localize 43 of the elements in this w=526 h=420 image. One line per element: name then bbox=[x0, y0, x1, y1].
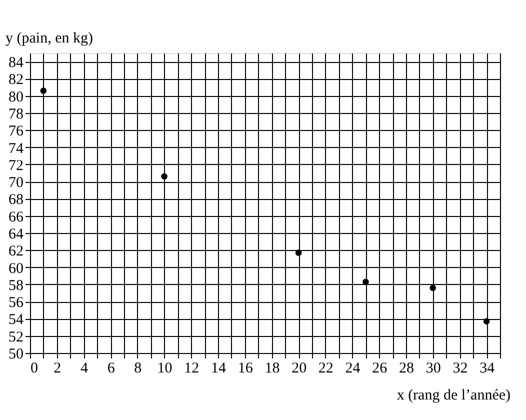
x-tick-label: 16 bbox=[238, 360, 254, 376]
x-tick-label: 0 bbox=[30, 360, 38, 376]
x-tick-label: 26 bbox=[372, 360, 388, 376]
x-tick-label: 34 bbox=[480, 360, 496, 376]
y-tick-label: 68 bbox=[8, 192, 24, 208]
point bbox=[295, 250, 302, 256]
x-tick-label: 8 bbox=[134, 360, 142, 376]
y-tick-label: 82 bbox=[8, 72, 24, 88]
y-tick-label: 72 bbox=[8, 158, 24, 174]
y-tick-label: 54 bbox=[8, 312, 24, 328]
y-tick-label: 80 bbox=[8, 89, 24, 106]
x-tick-label: 14 bbox=[211, 360, 226, 376]
y-tick-label: 66 bbox=[8, 209, 24, 226]
y-tick-label: 56 bbox=[8, 295, 24, 312]
y-tick-label: 60 bbox=[8, 260, 24, 277]
y-tick-label: 58 bbox=[8, 278, 24, 294]
y-tick-label: 50 bbox=[8, 346, 24, 362]
y-tick-label: 52 bbox=[8, 329, 24, 346]
point bbox=[483, 318, 490, 324]
x-tick-label: 10 bbox=[157, 360, 172, 376]
y-tick-label: 70 bbox=[8, 175, 24, 192]
x-tick-label: 6 bbox=[107, 360, 116, 376]
x-tick-label: 30 bbox=[426, 360, 441, 376]
point bbox=[430, 284, 436, 292]
x-tick-label: 12 bbox=[184, 360, 200, 376]
x-tick-label: 4 bbox=[80, 360, 88, 376]
point bbox=[161, 173, 168, 180]
y-tick-label: 62 bbox=[8, 244, 24, 260]
x-tick-label: 22 bbox=[318, 360, 334, 376]
y-tick-label: 76 bbox=[8, 124, 24, 140]
point bbox=[40, 88, 47, 94]
x-tick-label: 2 bbox=[54, 360, 62, 376]
x-tick-label: 32 bbox=[452, 360, 468, 376]
x-axis-title: x (rang de l’année) bbox=[396, 388, 511, 404]
y-axis-title: y (pain, en kg) bbox=[6, 30, 93, 46]
x-tick-label: 18 bbox=[264, 360, 280, 376]
y-tick-label: 78 bbox=[8, 106, 24, 122]
y-tick-label: 74 bbox=[8, 140, 24, 157]
x-tick-label: 28 bbox=[399, 360, 414, 376]
x-tick-label: 20 bbox=[292, 360, 307, 376]
y-tick-label: 64 bbox=[8, 226, 24, 242]
x-tick-label: 24 bbox=[345, 360, 361, 376]
y-tick-label: 84 bbox=[8, 55, 24, 72]
